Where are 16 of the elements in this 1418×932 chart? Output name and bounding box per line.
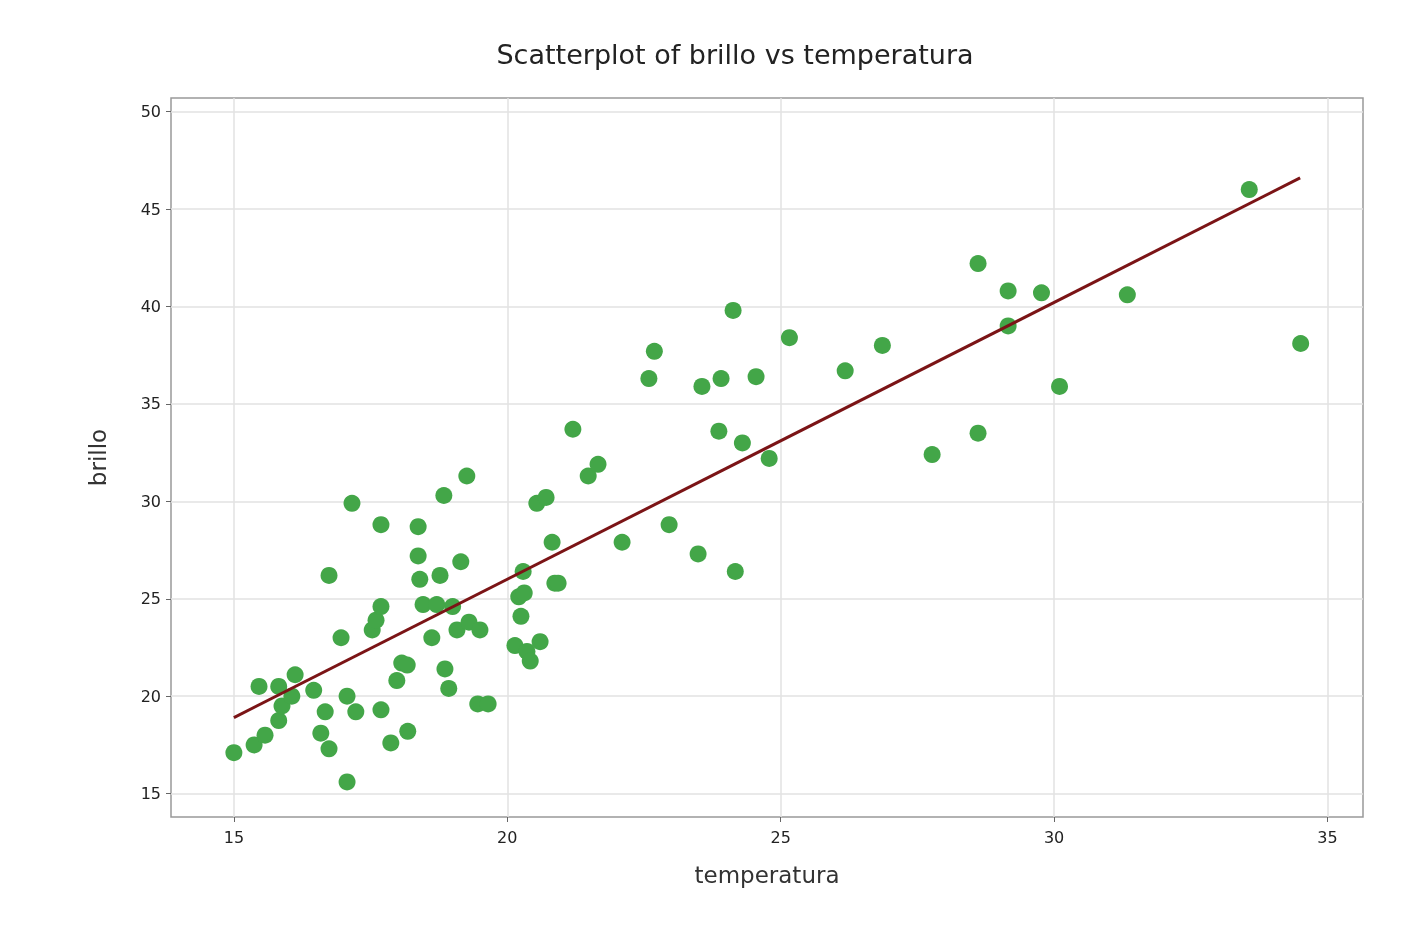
y-tick-label: 20	[140, 686, 161, 706]
x-axis-title: temperatura	[694, 861, 840, 888]
chart-title: Scatterplot of brillo vs temperatura	[496, 39, 974, 70]
x-tick-label: 15	[223, 827, 245, 847]
y-axis-title: brillo	[84, 428, 111, 487]
y-tick-label: 40	[140, 296, 161, 316]
y-tick-label: 45	[140, 199, 161, 219]
x-tick-label: 35	[1317, 827, 1338, 847]
x-tick-label: 20	[497, 827, 518, 847]
y-tick-label: 25	[140, 589, 161, 609]
y-tick-label: 50	[140, 102, 161, 122]
y-tick-label: 35	[140, 394, 161, 414]
y-tick-label: 30	[140, 491, 161, 511]
x-tick-label: 25	[770, 827, 791, 847]
x-tick-label: 30	[1043, 827, 1065, 847]
y-tick-label: 15	[140, 784, 161, 804]
